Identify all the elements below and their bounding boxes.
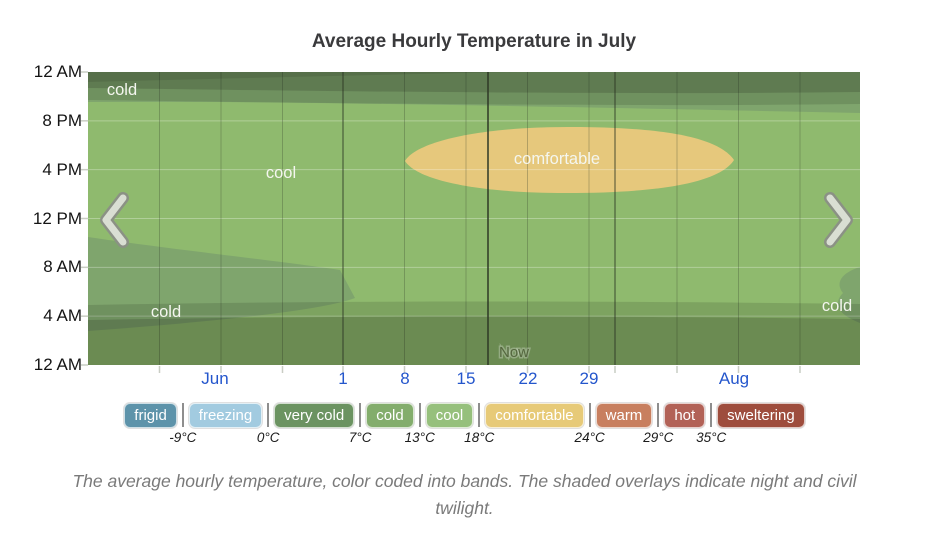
- legend-separator: 29°C: [643, 403, 673, 445]
- cold-band-right: [837, 267, 860, 323]
- legend-threshold-label: 29°C: [643, 430, 674, 445]
- legend-separator: -9°C: [169, 403, 196, 445]
- x-axis-label: 15: [456, 369, 476, 388]
- legend-threshold-label: -9°C: [169, 430, 197, 445]
- legend-separator: 18°C: [464, 403, 494, 445]
- cold-band-bottom-left: [88, 237, 355, 331]
- region-label-cold-right: cold: [822, 297, 852, 315]
- region-label-cold-top: cold: [107, 81, 137, 99]
- chevron-left-icon: [100, 192, 129, 248]
- legend-chip-frigid: frigid: [124, 403, 177, 428]
- legend-threshold-label: 0°C: [256, 430, 280, 445]
- legend-threshold-label: 35°C: [696, 430, 727, 445]
- y-axis-label: 12 AM: [33, 62, 82, 81]
- gridlines: [81, 71, 860, 373]
- legend-chip-warm: warm: [595, 403, 653, 428]
- night-overlay-top: [88, 72, 860, 94]
- y-axis-label: 4 PM: [42, 159, 82, 179]
- legend-separator: 35°C: [696, 403, 726, 445]
- chart-caption: The average hourly temperature, color co…: [72, 471, 857, 519]
- x-axis-label: 1: [338, 369, 348, 388]
- now-label: Now: [499, 344, 529, 361]
- legend-separator: 24°C: [575, 403, 605, 445]
- x-axis-label: 8: [400, 369, 410, 388]
- y-axis-label: 12 PM: [32, 208, 82, 228]
- temperature-plot[interactable]: cold cool comfortable cold cold Now: [81, 71, 860, 373]
- legend-separator: 0°C: [257, 403, 280, 445]
- night-overlay-bottom: [88, 316, 860, 365]
- temperature-band-legend: frigid -9°C freezing 0°C very cold 7°C cold 13°…: [0, 403, 929, 445]
- legend-separator: 13°C: [405, 403, 435, 445]
- y-axis-label: 8 AM: [43, 257, 82, 277]
- x-axis-label: Aug: [718, 369, 750, 388]
- legend-threshold-label: 24°C: [574, 430, 605, 445]
- region-label-cold-bottom: cold: [151, 303, 181, 321]
- y-axis-label: 12 AM: [33, 355, 82, 374]
- prev-period-button[interactable]: [97, 191, 133, 249]
- legend-chip-very-cold: very cold: [274, 403, 355, 428]
- legend-chip-sweltering: sweltering: [717, 403, 805, 428]
- legend-chip-hot: hot: [664, 403, 706, 428]
- chart-title: Average Hourly Temperature in July: [311, 31, 637, 52]
- legend-separator: 7°C: [349, 403, 372, 445]
- legend-threshold-label: 7°C: [348, 430, 372, 445]
- y-axis-label: 4 AM: [43, 306, 82, 326]
- next-period-button[interactable]: [820, 191, 856, 249]
- twilight-overlay-top: [88, 88, 860, 106]
- y-axis-label: 8 PM: [42, 110, 82, 130]
- night-overlay-top-deep: [88, 72, 518, 82]
- temperature-plot-canvas[interactable]: cold cool comfortable cold cold Now: [81, 71, 860, 373]
- legend-chip-cool: cool: [425, 403, 474, 428]
- x-axis-label: 22: [518, 369, 538, 388]
- chevron-right-icon: [824, 192, 853, 248]
- region-label-cool: cool: [266, 164, 296, 182]
- legend-threshold-label: 13°C: [404, 430, 435, 445]
- legend-chip-freezing: freezing: [188, 403, 263, 428]
- month-and-now-lines: [342, 72, 616, 365]
- twilight-overlay-bottom: [88, 301, 860, 320]
- legend-threshold-label: 18°C: [464, 430, 495, 445]
- region-label-comfortable: comfortable: [514, 150, 600, 168]
- x-axis-label: Jun: [201, 369, 229, 388]
- x-axis-label: 29: [579, 369, 599, 388]
- cold-band-top: [88, 72, 860, 113]
- legend-chip-comfortable: comfortable: [485, 403, 584, 428]
- legend-chip-cold: cold: [366, 403, 414, 428]
